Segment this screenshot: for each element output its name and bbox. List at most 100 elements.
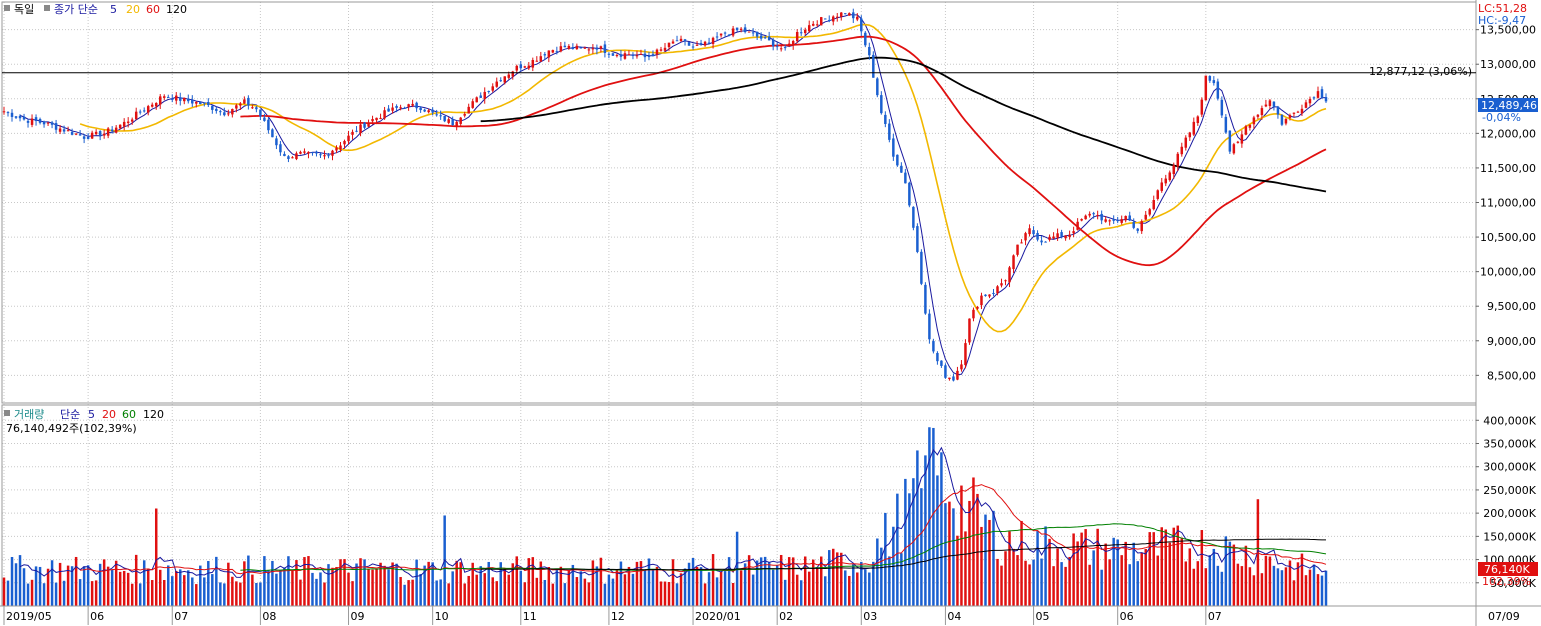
volume-bar	[1244, 545, 1248, 606]
volume-bar	[495, 581, 498, 606]
volume-bar	[347, 572, 350, 606]
volume-bar	[279, 569, 282, 606]
volume-bar	[956, 535, 959, 606]
volume-bar	[122, 570, 126, 606]
volume-bar	[343, 559, 346, 606]
candle	[815, 20, 819, 28]
candle	[920, 249, 923, 286]
volume-bar	[1200, 530, 1204, 606]
candle	[980, 292, 983, 310]
candle	[1260, 105, 1264, 120]
candle	[972, 307, 975, 322]
volume-bar	[323, 582, 326, 606]
candle	[639, 49, 643, 55]
volume-bar	[74, 556, 78, 606]
volume-bar	[643, 569, 647, 606]
candle	[1180, 142, 1184, 157]
volume-bar	[479, 566, 482, 606]
candle	[1076, 218, 1079, 231]
volume-bar	[459, 562, 462, 606]
candle	[1088, 211, 1091, 218]
candle	[1036, 230, 1039, 242]
volume-bar	[191, 577, 194, 606]
candle	[2, 106, 6, 115]
volume-bar	[663, 581, 667, 606]
volume-bar	[1232, 544, 1236, 606]
candle	[431, 107, 434, 116]
price-tick-label: 12,000,00	[1480, 127, 1536, 140]
candle	[191, 95, 194, 107]
candle	[411, 99, 414, 108]
candle	[231, 108, 234, 118]
candle	[1164, 174, 1167, 187]
volume-bar	[435, 580, 438, 606]
volume-bar	[1028, 564, 1031, 606]
candle	[836, 12, 839, 22]
candle	[215, 106, 218, 114]
volume-bar	[1224, 536, 1228, 606]
volume-bar	[1016, 555, 1019, 606]
candle	[102, 129, 106, 139]
candle	[1280, 114, 1284, 127]
candle	[187, 94, 190, 104]
date-tick-label: 06	[90, 610, 104, 623]
volume-bars	[2, 427, 1328, 606]
volume-bar	[134, 554, 138, 606]
candle	[34, 114, 38, 126]
candle	[126, 117, 130, 128]
candle	[775, 42, 779, 50]
candle	[407, 103, 410, 111]
volume-bar	[864, 569, 867, 606]
volume-bar	[114, 560, 118, 606]
volume-tick-label: 250,000K	[1483, 484, 1536, 497]
candle	[519, 61, 523, 72]
volume-bar	[1040, 558, 1043, 606]
legend-square-icon	[4, 410, 10, 416]
candle	[1128, 211, 1131, 222]
volume-bar	[691, 557, 695, 606]
volume-bar	[367, 568, 370, 606]
volume-bar	[547, 566, 551, 606]
volume-bar	[62, 580, 66, 606]
candle	[94, 129, 98, 136]
volume-bar	[171, 576, 174, 606]
ma-5-label: 5	[110, 3, 117, 16]
candle	[503, 76, 506, 85]
candle	[343, 139, 346, 149]
volume-bar	[110, 569, 114, 606]
candle	[832, 15, 835, 26]
volume-bar	[1084, 529, 1087, 606]
candle	[567, 44, 571, 50]
candle	[1304, 99, 1308, 109]
volume-bar	[623, 574, 627, 606]
candle	[483, 87, 486, 104]
volume-bar	[1252, 575, 1256, 606]
candle	[1292, 112, 1296, 117]
candle	[992, 288, 995, 297]
price-tick-label: 11,000,00	[1480, 197, 1536, 210]
candle	[952, 373, 955, 382]
volume-bar	[327, 564, 330, 606]
candle	[840, 12, 843, 21]
candle	[735, 27, 739, 32]
candle	[98, 130, 102, 141]
date-tick-label: 2019/05	[6, 610, 52, 623]
candle	[663, 43, 667, 52]
candle	[207, 98, 210, 108]
price-ma-120-line	[480, 56, 1327, 193]
volume-bar	[403, 584, 406, 606]
volume-bar	[699, 567, 703, 606]
volume-bar	[1044, 526, 1047, 606]
candle	[1068, 230, 1071, 240]
candle	[1148, 207, 1151, 217]
volume-bar	[335, 567, 338, 606]
volume-bar	[1008, 531, 1011, 606]
volume-bar	[707, 572, 711, 606]
candle	[14, 116, 18, 120]
volume-bar	[1012, 548, 1015, 606]
volume-bar	[1188, 548, 1192, 606]
volume-bar	[703, 583, 707, 606]
price-legend: 독일 종가 단순 5 20 60 120	[4, 2, 187, 16]
